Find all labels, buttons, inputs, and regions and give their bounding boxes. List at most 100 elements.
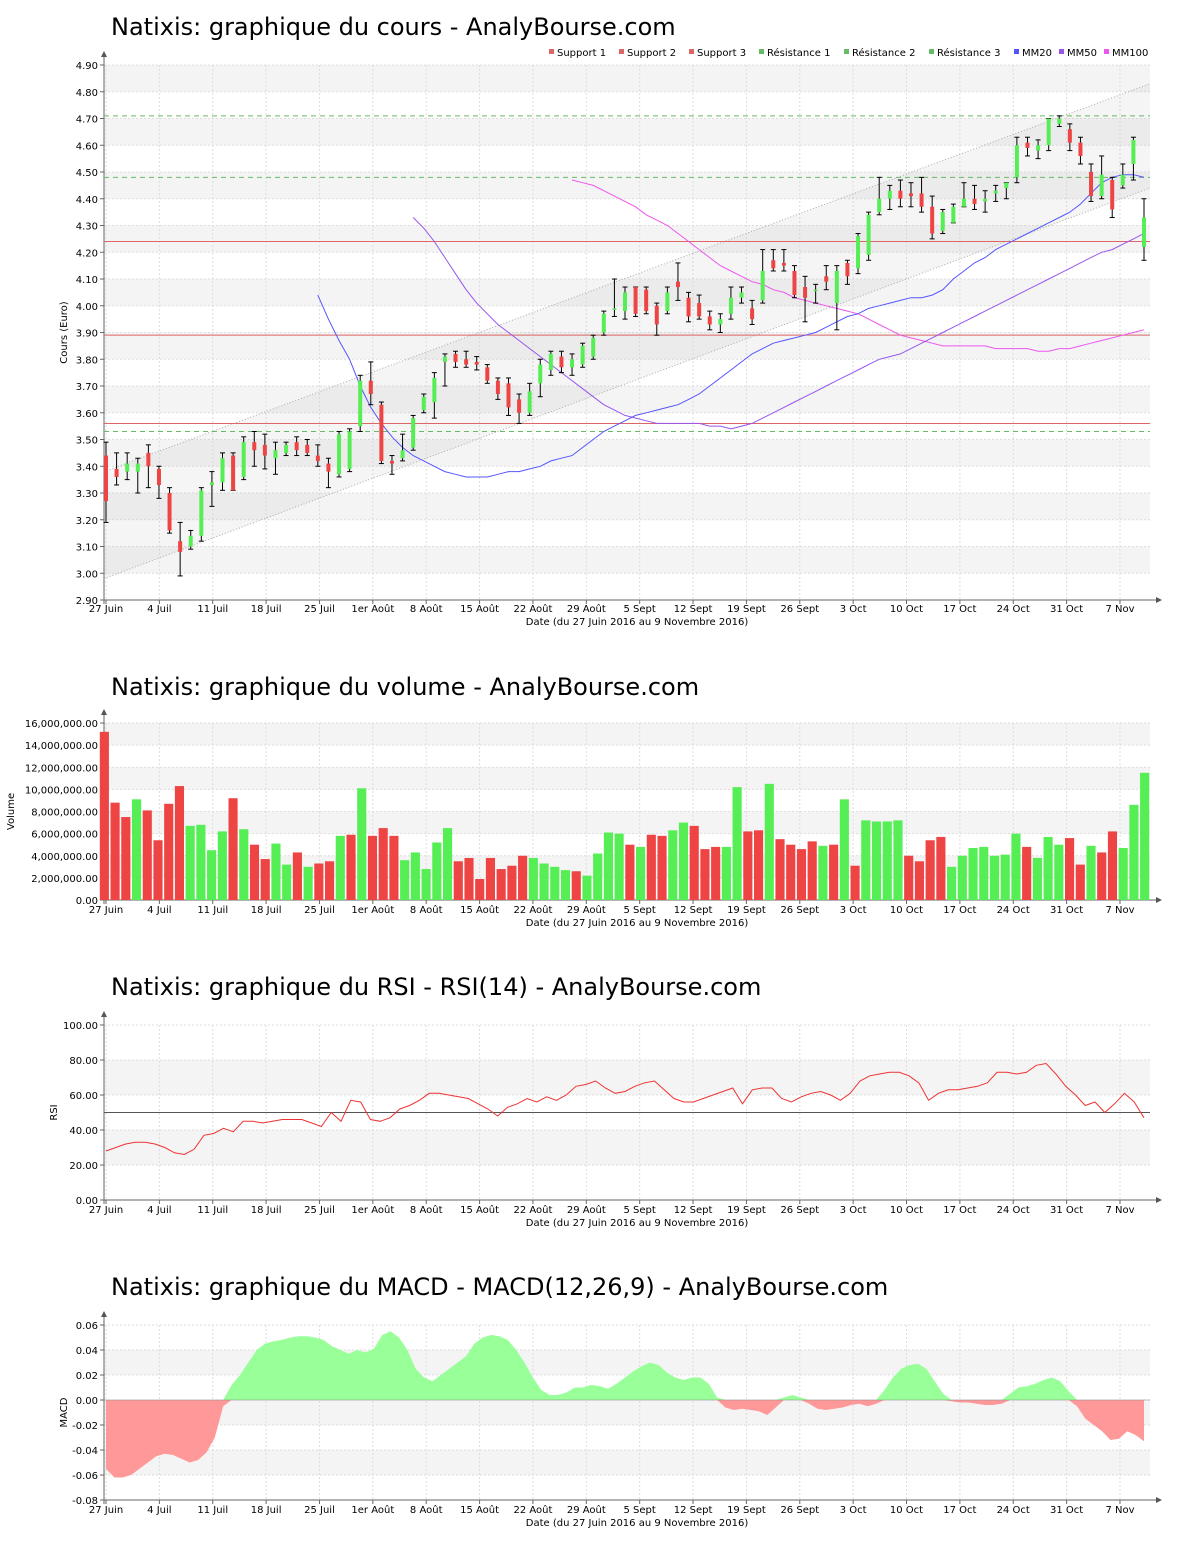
y-tick-label: 4.30: [76, 222, 98, 233]
x-tick-label: 22 Août: [513, 1204, 552, 1216]
x-tick-label: 25 Juil: [304, 604, 335, 615]
x-tick-label: 17 Oct: [943, 1505, 976, 1516]
volume-bar: [636, 846, 646, 900]
x-tick-label: 12 Sept: [674, 604, 713, 615]
candle-body: [686, 297, 691, 317]
x-tick-label: 5 Sept: [624, 1505, 656, 1516]
volume-bar: [1054, 844, 1064, 900]
volume-bar: [914, 861, 924, 900]
legend-label: Résistance 3: [937, 47, 1000, 59]
candle-body: [633, 287, 638, 314]
candle: [972, 184, 978, 210]
candle-body: [993, 190, 998, 194]
volume-bar: [936, 836, 946, 900]
candle-body: [930, 206, 935, 234]
y-tick-label: 3.20: [76, 516, 98, 527]
x-tick-label: 27 Juin: [89, 1205, 123, 1216]
candle: [961, 182, 967, 208]
x-tick-label: 18 Juil: [251, 604, 282, 615]
y-tick-label: 0.06: [76, 1321, 98, 1332]
volume-bar: [164, 803, 174, 900]
x-tick-label: 29 Août: [567, 603, 606, 615]
candle-body: [400, 450, 405, 459]
candle-body: [474, 361, 479, 365]
candle: [537, 358, 543, 398]
x-tick-label: 26 Sept: [780, 1505, 819, 1516]
candle: [516, 393, 522, 424]
volume-bar: [1011, 833, 1021, 900]
candle: [368, 361, 374, 406]
candle: [474, 356, 480, 371]
candle-body: [834, 270, 839, 304]
volume-bar: [775, 839, 785, 900]
y-axis-label: MACD: [59, 1397, 70, 1427]
legend-label: MM50: [1067, 48, 1097, 59]
candle: [453, 350, 459, 368]
x-tick-label: 15 Août: [460, 904, 499, 916]
legend-swatch: [619, 49, 624, 54]
x-tick-label: 11 Juil: [197, 1205, 228, 1216]
x-tick-label: 1er Août: [351, 603, 394, 615]
volume-bar: [110, 802, 120, 900]
y-tick-label: 4.60: [76, 141, 98, 152]
volume-bar: [346, 834, 356, 900]
candle-body: [527, 391, 532, 413]
candle-body: [485, 367, 490, 381]
candle: [802, 275, 808, 323]
candle: [103, 441, 109, 523]
candle: [1130, 136, 1136, 181]
grid-band: [104, 1400, 1150, 1425]
volume-bar: [507, 865, 517, 900]
x-tick-label: 22 Août: [513, 1504, 552, 1516]
x-tick-label: 19 Sept: [727, 604, 766, 615]
candle-body: [898, 190, 903, 199]
x-tick-label: 22 Août: [513, 904, 552, 916]
candle-body: [104, 455, 108, 502]
volume-bar: [539, 863, 549, 900]
volume-bar: [721, 846, 731, 900]
y-tick-label: 0.02: [76, 1371, 98, 1382]
volume-bar: [367, 835, 378, 900]
candle: [686, 291, 692, 323]
volume-bar: [1022, 846, 1032, 900]
y-tick-label: 4.00: [76, 302, 98, 313]
candle: [347, 428, 353, 473]
volume-bar: [249, 844, 260, 900]
candle: [1088, 163, 1094, 202]
x-tick-label: 5 Sept: [624, 905, 656, 916]
volume-bar: [850, 865, 860, 900]
candle: [1056, 115, 1062, 128]
y-tick-label: 0.00: [76, 1196, 98, 1207]
y-tick-label: 3.10: [76, 543, 98, 554]
grid-band: [104, 767, 1150, 790]
y-tick-label: 0.00: [76, 896, 98, 907]
y-tick-label: 6,000,000.00: [31, 830, 98, 841]
candle-body: [294, 442, 299, 451]
y-tick-label: 2.90: [76, 596, 98, 607]
candle: [897, 179, 903, 208]
grid-band: [104, 439, 1150, 467]
volume-bar: [829, 844, 839, 900]
rsi-line: [105, 1062, 1145, 1156]
candle: [325, 457, 331, 489]
volume-bar: [882, 821, 892, 900]
volume-bar: [904, 855, 914, 900]
candle: [791, 265, 797, 299]
candle: [696, 294, 702, 320]
candle-body: [845, 262, 850, 277]
x-tick-label: 24 Oct: [997, 1505, 1030, 1516]
candle-body: [887, 190, 892, 199]
candle: [887, 184, 893, 210]
x-tick-label: 10 Oct: [890, 604, 923, 615]
x-tick-label: 3 Oct: [840, 1505, 867, 1516]
candle: [220, 452, 226, 491]
y-tick-label: 3.90: [76, 329, 98, 340]
volume-bar: [925, 840, 935, 900]
volume-bar: [528, 857, 538, 900]
x-tick-label: 7 Nov: [1105, 905, 1134, 916]
candle-body: [548, 353, 553, 370]
candle-body: [919, 193, 924, 207]
candle: [1099, 155, 1105, 200]
candle-body: [1142, 217, 1146, 247]
x-tick-label: 25 Juil: [304, 905, 335, 916]
